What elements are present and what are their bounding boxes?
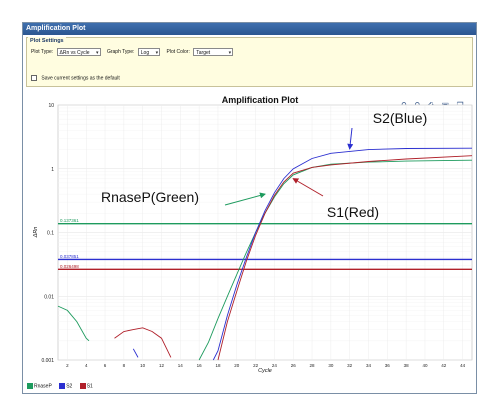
x-tick-label: 8: [123, 363, 126, 368]
plot-type-value: ΔRn vs Cycle: [59, 50, 90, 56]
y-axis-label: ΔRn: [33, 227, 39, 239]
x-tick-label: 22: [253, 363, 259, 368]
plot-settings-row: Plot Type: ΔRn vs Cycle ▾ Graph Type: Log…: [31, 48, 238, 56]
save-default-checkbox[interactable]: [31, 75, 37, 81]
legend-label: S2: [66, 383, 73, 389]
annotation-arrow: [224, 192, 266, 206]
legend-label: RnaseP: [34, 383, 52, 389]
x-tick-label: 30: [328, 363, 334, 368]
series-line-rnasep: [57, 305, 90, 342]
x-tick-label: 16: [197, 363, 203, 368]
threshold-label: 0.037851: [60, 254, 79, 259]
graph-type-value: Log: [140, 50, 150, 56]
chart-legend: RnaseP S2 S1: [27, 382, 99, 389]
series-line-s2: [212, 147, 473, 361]
x-tick-label: 24: [272, 363, 278, 368]
x-tick-label: 44: [460, 363, 466, 368]
series-line-s1: [114, 327, 172, 358]
y-tick-label: 1: [51, 167, 54, 173]
y-tick-label: 10: [48, 103, 54, 109]
x-axis-label: Cycle: [258, 368, 272, 374]
chevron-down-icon: ▾: [155, 50, 159, 56]
x-tick-label: 6: [104, 363, 107, 368]
chevron-down-icon: ▾: [228, 50, 232, 56]
plot-color-select[interactable]: Target ▾: [193, 48, 234, 56]
window-title: Amplification Plot: [23, 23, 476, 35]
y-tick-label: 0.01: [44, 294, 54, 300]
x-tick-label: 18: [215, 363, 221, 368]
save-default-row: Save current settings as the default: [31, 75, 120, 81]
legend-swatch: [59, 382, 66, 389]
y-tick-label: 0.001: [41, 358, 54, 364]
x-tick-label: 40: [422, 363, 428, 368]
x-tick-label: 2: [66, 363, 69, 368]
annotation-arrow: [292, 178, 324, 197]
legend-item-s1[interactable]: S1: [79, 382, 93, 389]
annotation-label: S2(Blue): [373, 110, 427, 126]
legend-swatch: [79, 382, 86, 389]
plot-type-select[interactable]: ΔRn vs Cycle ▾: [56, 48, 101, 56]
annotation-label: RnaseP(Green): [101, 189, 199, 205]
threshold-label: 0.137361: [60, 218, 79, 223]
x-tick-label: 4: [85, 363, 88, 368]
chevron-down-icon: ▾: [96, 50, 99, 56]
x-tick-label: 26: [291, 363, 297, 368]
save-default-label: Save current settings as the default: [41, 75, 120, 82]
x-tick-label: 10: [140, 363, 146, 368]
chart-title: Amplification Plot: [222, 95, 299, 105]
x-tick-label: 12: [159, 363, 165, 368]
legend-item-rnasep[interactable]: RnaseP: [27, 382, 52, 389]
x-tick-label: 28: [310, 363, 316, 368]
x-tick-label: 42: [441, 363, 447, 368]
graph-type-label: Graph Type:: [106, 49, 135, 55]
plot-color-value: Target: [196, 50, 211, 56]
series-line-s1: [217, 155, 473, 361]
x-tick-label: 38: [404, 363, 410, 368]
legend-label: S1: [86, 383, 93, 389]
series-line-s2: [132, 348, 139, 358]
plot-color-label: Plot Color:: [166, 49, 190, 55]
plot-settings-panel: Plot Settings Plot Type: ΔRn vs Cycle ▾ G…: [26, 37, 473, 87]
x-tick-label: 14: [178, 363, 184, 368]
plot-settings-tab[interactable]: Plot Settings: [28, 37, 66, 45]
graph-type-select[interactable]: Log ▾: [137, 48, 161, 56]
legend-swatch: [27, 382, 33, 389]
x-tick-label: 32: [347, 363, 353, 368]
plot-type-label: Plot Type:: [31, 49, 54, 55]
y-tick-label: 0.1: [47, 231, 54, 237]
annotation-label: S1(Red): [327, 204, 379, 220]
legend-item-s2[interactable]: S2: [59, 382, 73, 389]
x-tick-label: 36: [385, 363, 391, 368]
threshold-label: 0.026498: [60, 264, 79, 269]
x-tick-label: 20: [234, 363, 240, 368]
annotation-arrow: [347, 127, 354, 150]
x-tick-label: 34: [366, 363, 372, 368]
